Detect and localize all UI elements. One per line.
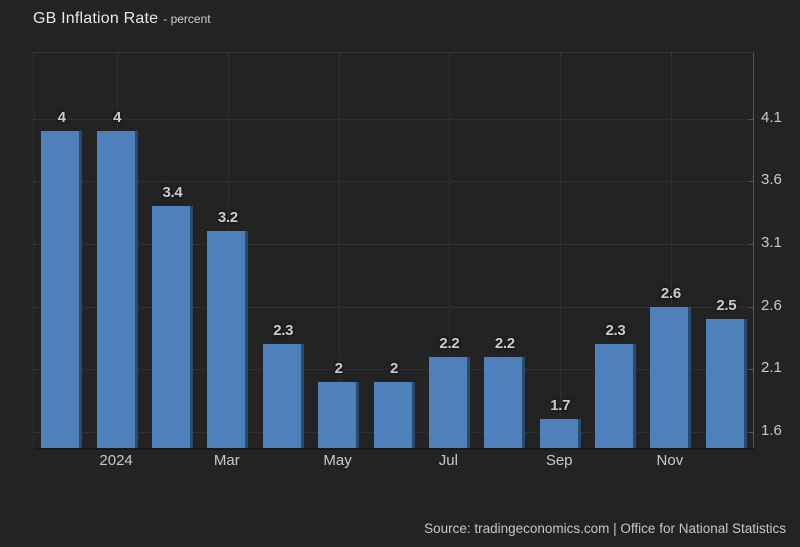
bar[interactable] — [152, 206, 193, 448]
bar-value-label: 2.3 — [273, 322, 294, 340]
y-axis-label: 3.1 — [761, 233, 782, 251]
y-axis-tick — [749, 431, 754, 433]
horizontal-gridline — [34, 118, 754, 120]
bar[interactable] — [318, 381, 360, 448]
chart-title: GB Inflation Rate — [33, 10, 159, 27]
bar[interactable] — [650, 306, 692, 448]
y-axis-tick — [749, 118, 754, 120]
y-axis-label: 2.1 — [761, 359, 782, 377]
x-axis-label: Nov — [656, 452, 684, 469]
bar[interactable] — [428, 356, 470, 448]
y-axis-tick — [749, 369, 754, 371]
bar-value-label: 3.4 — [162, 184, 183, 202]
horizontal-gridline — [34, 306, 754, 308]
bar-value-label: 2.6 — [660, 284, 681, 302]
horizontal-gridline — [34, 369, 754, 371]
bar[interactable] — [207, 231, 249, 448]
bar-value-label: 4 — [113, 109, 122, 127]
bar-value-label: 4 — [57, 109, 66, 127]
x-axis-label: Sep — [545, 452, 573, 469]
y-axis-line — [753, 53, 754, 448]
bar-value-label: 2.3 — [605, 322, 626, 340]
y-axis-label: 4.1 — [761, 108, 782, 126]
bar[interactable] — [262, 344, 304, 448]
bar[interactable] — [373, 381, 415, 448]
bar-value-label: 1.7 — [550, 397, 571, 415]
bar[interactable] — [595, 344, 636, 448]
plot-area: 4 4 3.4 3.2 2.3 2 2 2.2 2.2 1.7 2.3 2.6 2.5 — [33, 52, 754, 450]
bar[interactable] — [484, 356, 526, 448]
bar[interactable] — [96, 131, 138, 448]
vertical-gridline — [338, 53, 340, 448]
bar-value-label: 3.2 — [217, 209, 238, 227]
vertical-gridline — [449, 53, 451, 448]
chart-header: GB Inflation Rate - percent — [33, 10, 211, 28]
chart-unit-label: - percent — [163, 12, 211, 26]
y-axis-tick — [749, 181, 754, 183]
x-axis-label: May — [323, 452, 352, 469]
bar-value-label: 2.2 — [494, 334, 515, 352]
vertical-gridline — [560, 53, 562, 448]
y-axis-label: 1.6 — [761, 421, 782, 439]
bar-value-label: 2 — [389, 359, 399, 377]
bar-value-label: 2 — [334, 359, 343, 377]
x-axis-label: Jul — [438, 452, 458, 469]
x-axis-label: Mar — [213, 452, 240, 469]
horizontal-gridline — [34, 243, 754, 245]
bar[interactable] — [705, 319, 747, 448]
y-axis-tick — [749, 243, 754, 245]
horizontal-gridline — [34, 181, 754, 183]
bar[interactable] — [539, 419, 581, 448]
bar[interactable] — [41, 131, 83, 448]
x-axis-label: 2024 — [99, 452, 133, 469]
vertical-gridline — [670, 53, 672, 448]
bar-value-label: 2.5 — [716, 297, 737, 314]
source-attribution: Source: tradingeconomics.com | Office fo… — [424, 521, 786, 536]
y-axis-tick — [749, 306, 754, 308]
y-axis-label: 2.6 — [761, 296, 782, 314]
y-axis-label: 3.6 — [761, 171, 782, 189]
bar-value-label: 2.2 — [439, 334, 460, 352]
